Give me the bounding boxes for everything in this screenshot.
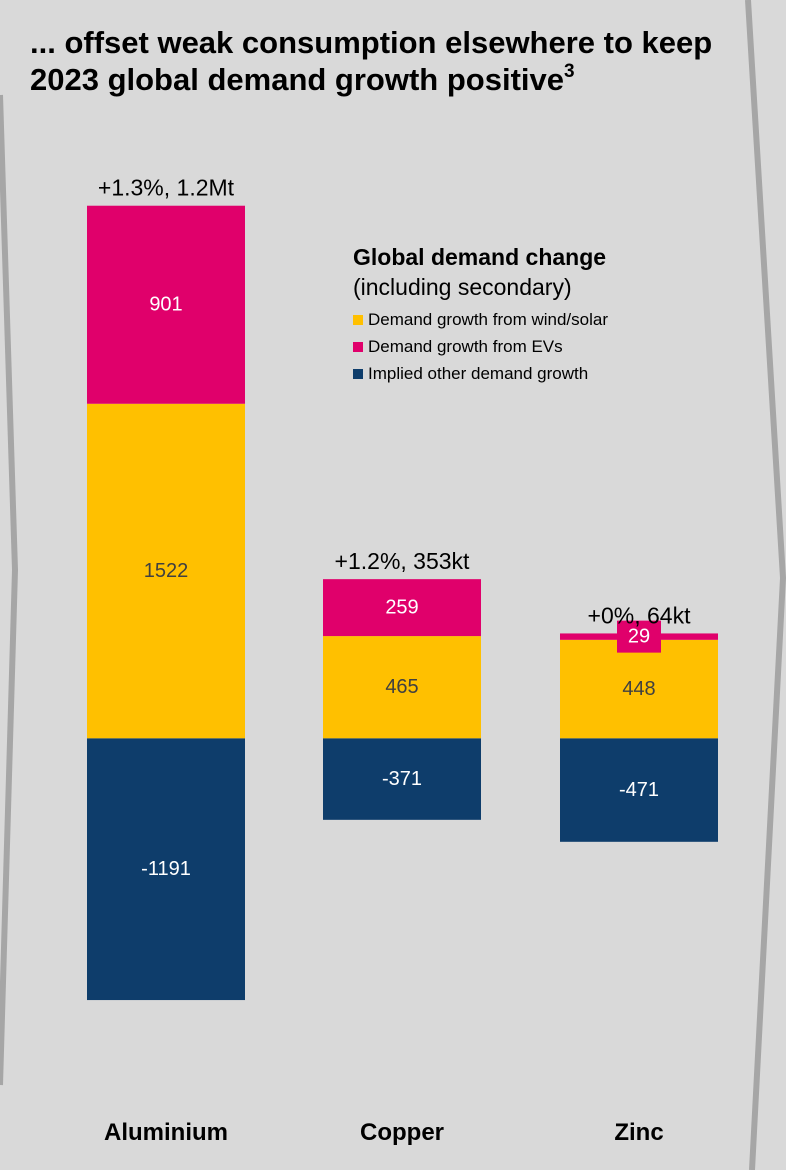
data-label-aluminium-evs: 901 xyxy=(149,294,182,316)
data-label-aluminium-wind-solar: 1522 xyxy=(144,560,189,582)
data-label-zinc-other: -471 xyxy=(619,779,659,801)
chart-title-text: ... offset weak consumption elsewhere to… xyxy=(30,25,713,97)
bar-copper-other xyxy=(323,738,481,820)
legend-swatch-evs xyxy=(353,341,363,352)
chart-legend: Global demand change (including secondar… xyxy=(353,242,608,387)
data-label-copper-other: -371 xyxy=(382,768,422,790)
legend-swatch-other xyxy=(353,368,363,379)
bar-aluminium-other xyxy=(87,738,245,1001)
legend-item-evs: Demand growth from EVs xyxy=(353,333,608,360)
bar-aluminium-wind-solar xyxy=(87,403,245,739)
legend-title: Global demand change xyxy=(353,244,607,270)
legend-subtitle: (including secondary) xyxy=(353,274,572,300)
data-label-bg-zinc-evs xyxy=(617,620,661,653)
bar-zinc-other xyxy=(560,738,718,842)
legend-item-other: Implied other demand growth xyxy=(353,360,608,387)
data-label-copper-wind-solar: 465 xyxy=(385,676,418,698)
legend-swatch-wind-solar xyxy=(353,314,363,325)
legend-label-evs: Demand growth from EVs xyxy=(368,337,563,356)
data-label-copper-evs: 259 xyxy=(385,597,418,619)
legend-label-other: Implied other demand growth xyxy=(368,364,589,383)
data-label-aluminium-other: -1191 xyxy=(141,858,191,880)
category-label-copper: Copper xyxy=(360,1119,444,1146)
legend-item-wind-solar: Demand growth from wind/solar xyxy=(353,306,608,333)
bar-copper-wind-solar xyxy=(323,636,481,739)
total-label-copper: +1.2%, 353kt xyxy=(335,548,471,574)
total-label-aluminium: +1.3%, 1.2Mt xyxy=(98,175,235,201)
bar-zinc-wind-solar xyxy=(560,639,718,739)
bar-aluminium-evs xyxy=(87,205,245,404)
category-label-zinc: Zinc xyxy=(614,1119,663,1146)
data-label-zinc-evs: 29 xyxy=(628,626,650,648)
bar-copper-evs xyxy=(323,579,481,637)
total-label-zinc: +0%, 64kt xyxy=(588,602,692,628)
chart-title: ... offset weak consumption elsewhere to… xyxy=(30,24,760,98)
legend-label-wind-solar: Demand growth from wind/solar xyxy=(368,310,608,329)
category-label-aluminium: Aluminium xyxy=(104,1119,228,1146)
title-footnote-marker: 3 xyxy=(564,61,575,82)
data-label-zinc-wind-solar: 448 xyxy=(622,678,655,700)
